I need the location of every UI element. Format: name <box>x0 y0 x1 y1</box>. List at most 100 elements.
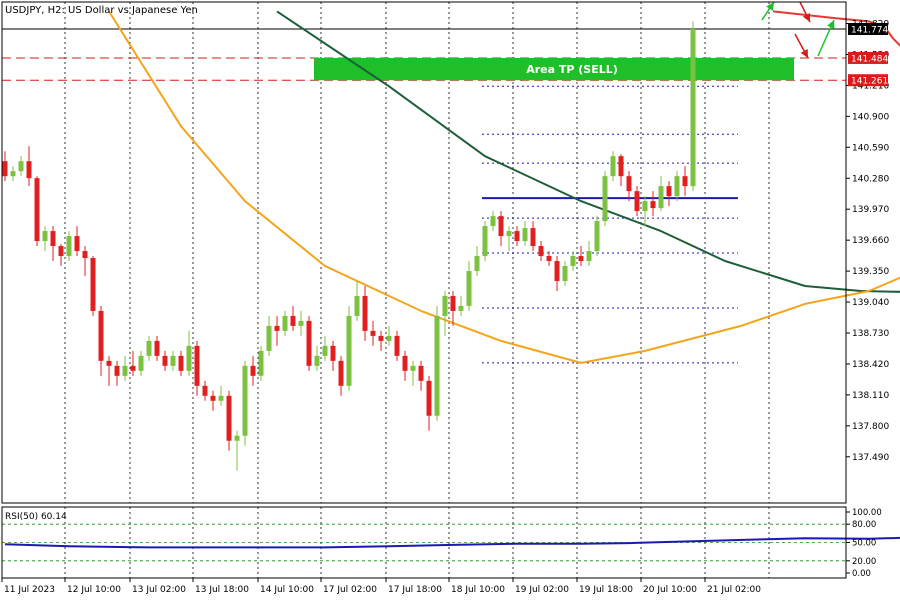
x-tick-label: 19 Jul 18:00 <box>579 585 633 595</box>
y-tick-label: 138.730 <box>852 329 889 339</box>
candle-body <box>507 231 512 236</box>
candle-body <box>379 336 384 341</box>
candle-body <box>83 251 88 258</box>
candle-body <box>515 231 520 241</box>
candle-body <box>411 366 416 371</box>
rsi-tick-label: 0.00 <box>852 569 871 579</box>
candle-body <box>619 156 624 176</box>
candle-body <box>579 256 584 261</box>
rsi-tick-label: 100.00 <box>852 508 882 518</box>
y-tick-label: 139.350 <box>852 267 889 277</box>
candle-body <box>451 296 456 311</box>
candle-body <box>323 346 328 356</box>
candle-body <box>35 178 40 241</box>
arrow-head <box>766 2 774 11</box>
candle-body <box>123 366 128 376</box>
x-tick-label: 12 Jul 10:00 <box>67 585 121 595</box>
candle-body <box>651 201 656 208</box>
red-price-label: 141.261 <box>851 77 888 87</box>
candles-layer <box>3 21 696 470</box>
candle-body <box>395 336 400 356</box>
candle-body <box>99 311 104 361</box>
candle-body <box>203 386 208 396</box>
candle-body <box>43 231 48 241</box>
y-tick-label: 139.970 <box>852 205 889 215</box>
y-tick-label: 140.280 <box>852 174 889 184</box>
x-tick-label: 14 Jul 10:00 <box>260 585 314 595</box>
y-tick-label: 138.110 <box>852 391 889 401</box>
rsi-title: RSI(50) 60.14 <box>5 512 67 522</box>
y-tick-label: 140.590 <box>852 143 889 153</box>
candle-body <box>499 216 504 236</box>
candle-body <box>235 436 240 441</box>
candle-body <box>163 356 168 366</box>
candle-body <box>195 346 200 386</box>
candle-body <box>251 366 256 376</box>
candle-body <box>307 321 312 366</box>
x-tick-label: 17 Jul 02:00 <box>323 585 377 595</box>
x-tick-label: 11 Jul 2023 <box>4 585 55 595</box>
candle-body <box>139 356 144 371</box>
candle-body <box>283 316 288 331</box>
y-tick-label: 139.660 <box>852 236 889 246</box>
candle-body <box>331 346 336 361</box>
candle-body <box>363 296 368 331</box>
rsi-line <box>5 536 900 547</box>
chart-title: USDJPY, H2: US Dollar vs Japanese Yen <box>5 5 198 16</box>
candle-body <box>11 171 16 176</box>
candle-body <box>355 296 360 316</box>
candle-body <box>547 256 552 261</box>
candle-body <box>531 228 536 246</box>
candle-body <box>483 226 488 256</box>
candle-body <box>179 356 184 371</box>
candle-body <box>19 161 24 171</box>
x-tick-label: 17 Jul 18:00 <box>388 585 442 595</box>
candle-body <box>3 161 8 176</box>
rsi-tick-label: 50.00 <box>852 539 876 549</box>
candle-body <box>475 256 480 271</box>
x-tick-label: 20 Jul 10:00 <box>643 585 697 595</box>
candle-body <box>259 351 264 376</box>
candle-body <box>467 271 472 306</box>
y-tick-label: 140.900 <box>852 112 889 122</box>
candle-body <box>275 326 280 331</box>
candle-body <box>435 316 440 416</box>
x-tick-label: 13 Jul 02:00 <box>132 585 186 595</box>
tp-zone-layer: Area TP (SELL) <box>314 58 794 80</box>
candle-body <box>91 258 96 311</box>
candle-body <box>115 366 120 376</box>
candle-body <box>539 246 544 256</box>
candle-body <box>427 381 432 416</box>
current-price-label: 141.774 <box>851 25 888 35</box>
red-price-label: 141.484 <box>851 54 888 64</box>
candle-body <box>563 266 568 281</box>
candle-body <box>603 176 608 221</box>
candle-body <box>243 366 248 436</box>
candle-body <box>75 236 80 251</box>
x-tick-label: 19 Jul 02:00 <box>515 585 569 595</box>
rsi-tick-label: 80.00 <box>852 520 876 530</box>
candle-body <box>443 296 448 316</box>
candle-body <box>147 341 152 356</box>
candle-body <box>675 176 680 196</box>
candle-body <box>131 366 136 371</box>
candle-body <box>459 306 464 311</box>
candle-body <box>171 356 176 366</box>
candle-body <box>371 331 376 336</box>
candle-body <box>611 156 616 176</box>
candle-body <box>627 176 632 191</box>
x-tick-label: 13 Jul 18:00 <box>195 585 249 595</box>
candle-body <box>107 361 112 366</box>
candle-body <box>347 316 352 386</box>
candle-body <box>691 29 696 186</box>
candle-body <box>387 336 392 341</box>
candle-body <box>227 396 232 441</box>
rsi-tick-label: 20.00 <box>852 557 876 567</box>
candle-body <box>587 251 592 261</box>
candle-body <box>523 228 528 241</box>
candle-body <box>683 176 688 186</box>
candle-body <box>299 321 304 326</box>
candle-body <box>219 396 224 401</box>
x-tick-label: 21 Jul 02:00 <box>707 585 761 595</box>
